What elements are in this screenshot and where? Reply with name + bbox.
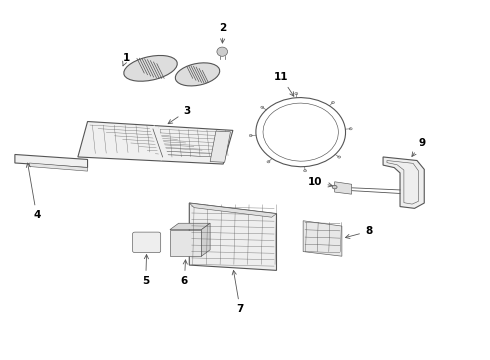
Text: 8: 8: [345, 226, 372, 238]
Ellipse shape: [175, 63, 220, 86]
Polygon shape: [29, 163, 88, 171]
Text: 1: 1: [122, 53, 130, 66]
Text: 6: 6: [181, 260, 188, 286]
Polygon shape: [210, 131, 230, 162]
FancyBboxPatch shape: [133, 232, 161, 253]
Text: 9: 9: [412, 138, 425, 157]
Polygon shape: [170, 223, 210, 230]
Polygon shape: [201, 223, 210, 256]
Text: 7: 7: [232, 270, 244, 314]
Polygon shape: [189, 203, 276, 270]
Text: 2: 2: [220, 23, 227, 43]
Polygon shape: [189, 203, 276, 217]
Polygon shape: [78, 122, 233, 164]
Polygon shape: [303, 221, 342, 256]
Polygon shape: [15, 154, 88, 168]
Ellipse shape: [124, 55, 177, 81]
Polygon shape: [383, 157, 424, 208]
Ellipse shape: [332, 185, 337, 189]
Polygon shape: [170, 230, 201, 256]
Polygon shape: [335, 182, 352, 194]
Text: 5: 5: [142, 255, 149, 286]
Text: 10: 10: [308, 177, 333, 187]
Text: 3: 3: [168, 106, 191, 124]
Text: 11: 11: [274, 72, 294, 96]
Ellipse shape: [217, 47, 227, 56]
Text: 4: 4: [26, 163, 40, 220]
